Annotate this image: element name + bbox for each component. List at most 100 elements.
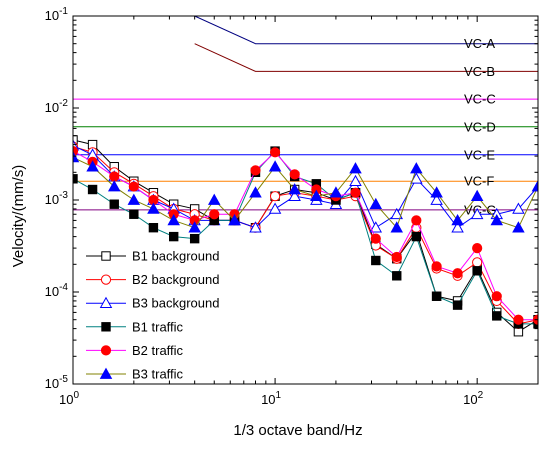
legend-item: B2 traffic (86, 343, 184, 358)
data-point (329, 186, 343, 198)
data-point (349, 162, 362, 174)
data-point (350, 187, 361, 198)
legend-label: B1 traffic (132, 319, 184, 334)
legend-item: B2 background (86, 272, 219, 287)
y-tick-label: 10-2 (45, 98, 69, 115)
data-point (430, 193, 443, 205)
criterion-label: VC-A (464, 36, 495, 51)
data-point (109, 199, 119, 209)
data-point (109, 171, 120, 182)
data-point (209, 209, 220, 220)
data-point (107, 180, 121, 192)
data-point (268, 160, 282, 172)
axes: 100 101 102 10-5 10-4 10-3 10-2 10-1 (45, 6, 539, 407)
data-point (268, 202, 282, 214)
data-point (411, 231, 422, 242)
legend-label: B3 traffic (132, 367, 184, 382)
data-point (370, 233, 381, 244)
data-point (148, 222, 159, 233)
legend-marker (99, 296, 113, 309)
data-point (490, 213, 504, 226)
data-point (129, 209, 139, 219)
series-line (73, 157, 538, 229)
series-6 (73, 151, 538, 233)
data-point (472, 266, 482, 276)
legend-item: B1 traffic (86, 319, 184, 334)
legend-marker (100, 274, 112, 285)
criterion-line-vc-a (194, 16, 538, 45)
data-point (249, 221, 262, 233)
x-axis-title: 1/3 octave band/Hz (233, 422, 362, 439)
data-point (87, 184, 98, 195)
legend: B1 background B2 background B3 background B… (86, 249, 219, 382)
data-point (167, 213, 180, 226)
criteria-lines: VC-A VC-B VC-C VC-D VC-E VC-F VC-G (73, 16, 538, 217)
data-point (147, 202, 160, 214)
data-point (371, 255, 381, 266)
legend-item: B1 background (86, 249, 219, 264)
data-point (310, 189, 323, 202)
legend-label: B3 background (132, 296, 219, 311)
data-point (512, 202, 525, 214)
y-axis-title: Velocity/(mm/s) (10, 165, 27, 268)
data-point (431, 291, 442, 301)
data-point (531, 180, 538, 192)
data-point (269, 191, 281, 202)
data-point (269, 147, 281, 158)
data-point (410, 162, 423, 174)
data-point (249, 186, 262, 198)
criterion-label: VC-E (464, 147, 495, 162)
data-point (492, 311, 502, 321)
criterion-label: VC-B (464, 64, 495, 79)
data-point (472, 257, 483, 268)
data-point (451, 221, 464, 233)
data-point (391, 251, 402, 263)
data-point (392, 271, 402, 281)
data-point (288, 189, 301, 202)
legend-marker (100, 345, 112, 356)
data-point (451, 213, 464, 226)
data-point (189, 233, 200, 244)
data-series (73, 135, 538, 337)
legend-label: B2 background (132, 272, 219, 287)
legend-marker (99, 367, 113, 379)
criterion-label: VC-G (464, 202, 497, 217)
data-point (512, 221, 525, 233)
data-point (208, 193, 221, 205)
legend-label: B1 background (132, 249, 219, 264)
data-point (369, 221, 383, 233)
legend-item: B3 background (86, 296, 219, 311)
y-tick-label: 10-3 (45, 190, 69, 207)
data-point (86, 160, 99, 172)
x-tick-label: 102 (463, 390, 483, 407)
legend-label: B2 traffic (132, 343, 184, 358)
x-tick-label: 101 (261, 390, 281, 407)
legend-marker (101, 322, 111, 332)
data-point (472, 243, 483, 254)
data-point (250, 165, 261, 176)
criterion-label: VC-F (464, 174, 494, 189)
data-point (288, 183, 301, 195)
data-point (369, 197, 383, 210)
y-tick-label: 10-4 (45, 282, 69, 299)
data-point (410, 172, 423, 184)
data-point (390, 221, 403, 233)
data-point (470, 207, 484, 220)
legend-item: B3 traffic (86, 367, 184, 382)
data-point (169, 231, 179, 242)
data-point (188, 221, 201, 233)
data-point (127, 193, 141, 205)
data-point (411, 215, 422, 226)
criterion-label: VC-D (464, 119, 496, 134)
data-point (491, 291, 502, 302)
criterion-line-vc-b (194, 43, 538, 72)
criterion-label: VC-C (464, 92, 496, 107)
data-point (228, 213, 241, 226)
data-point (513, 314, 524, 325)
x-tick-label: 100 (59, 390, 79, 407)
data-point (452, 300, 463, 310)
data-point (470, 189, 484, 202)
data-point (128, 181, 139, 192)
data-point (431, 261, 442, 272)
